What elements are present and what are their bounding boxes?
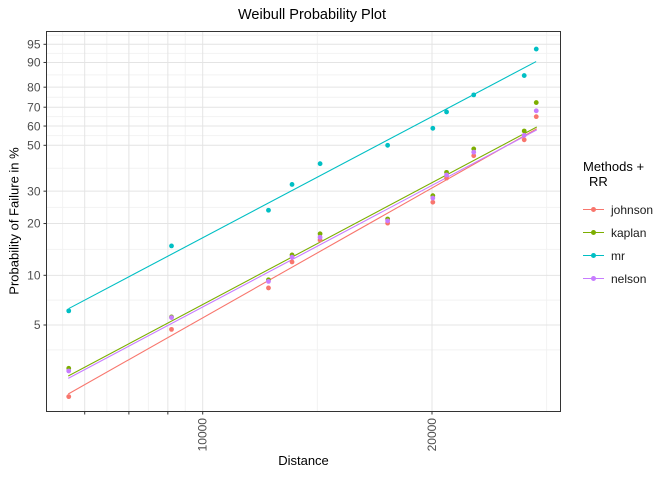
x-axis-title: Distance	[278, 453, 329, 468]
y-tick-label: 90	[27, 56, 41, 70]
point-kaplan	[521, 128, 527, 134]
legend-key-icon	[583, 205, 604, 214]
point-johnson	[430, 199, 436, 205]
legend-key-icon	[583, 228, 604, 237]
point-nelson	[533, 108, 539, 114]
point-nelson	[317, 234, 323, 240]
series-line-mr	[68, 61, 537, 310]
point-kaplan	[533, 100, 539, 105]
point-johnson	[66, 394, 72, 400]
legend-item-johnson: johnson	[578, 198, 653, 221]
point-mr	[430, 125, 436, 131]
panel-background	[46, 31, 561, 412]
y-axis-title: Probability of Failure in %	[6, 147, 22, 295]
point-mr	[66, 308, 72, 314]
series-line-nelson	[67, 129, 537, 379]
point-nelson	[169, 315, 174, 320]
series-line-johnson	[67, 128, 538, 395]
y-tick-label: 10	[27, 269, 41, 283]
legend-item-label: johnson	[611, 202, 654, 217]
point-johnson	[471, 153, 477, 159]
y-tick-label: 60	[27, 119, 41, 133]
y-tick-label: 20	[27, 217, 41, 231]
point-nelson	[444, 172, 449, 178]
legend-title-line1: Methods +	[583, 159, 645, 174]
y-tick-label: 95	[27, 38, 41, 52]
point-mr	[521, 73, 527, 78]
legend-item-nelson: nelson	[578, 267, 653, 290]
point-johnson	[533, 114, 539, 120]
point-johnson	[266, 285, 271, 291]
y-tick-label: 70	[27, 100, 41, 114]
x-tick-label: 10000	[196, 418, 210, 452]
point-mr	[533, 46, 539, 52]
point-johnson	[289, 259, 295, 265]
y-tick-label: 50	[27, 139, 41, 153]
point-johnson	[169, 326, 174, 332]
point-mr	[289, 182, 295, 187]
point-mr	[471, 92, 477, 98]
page-title: Weibull Probability Plot	[237, 7, 387, 23]
point-nelson	[521, 132, 527, 138]
y-tick-label: 30	[27, 184, 41, 198]
y-tick-label: 5	[34, 318, 41, 332]
legend-item-label: nelson	[611, 271, 647, 286]
point-nelson	[66, 368, 72, 374]
legend-title: Methods + RR	[578, 159, 653, 189]
point-nelson	[430, 195, 436, 201]
point-mr	[444, 109, 449, 115]
point-mr	[317, 161, 323, 167]
panel-border	[46, 31, 561, 412]
point-nelson	[266, 278, 271, 284]
point-nelson	[471, 149, 477, 155]
legend: Methods + RR johnson kaplan mr nelson	[578, 159, 653, 290]
point-kaplan	[317, 231, 323, 237]
series-line-kaplan	[67, 126, 537, 377]
legend-title-line2: RR	[589, 174, 608, 189]
point-johnson	[521, 137, 527, 143]
legend-items: johnson kaplan mr nelson	[578, 198, 653, 290]
point-mr	[385, 142, 391, 148]
y-tick-label: 80	[27, 80, 41, 94]
point-nelson	[289, 254, 295, 260]
point-mr	[169, 243, 174, 249]
point-nelson	[385, 218, 391, 224]
legend-item-label: mr	[611, 248, 625, 263]
point-mr	[266, 207, 271, 213]
x-tick-label: 20000	[425, 418, 439, 452]
legend-key-icon	[583, 251, 604, 260]
legend-item-kaplan: kaplan	[578, 221, 653, 244]
legend-item-label: kaplan	[611, 225, 647, 240]
legend-key-icon	[583, 274, 604, 283]
legend-item-mr: mr	[578, 244, 653, 267]
